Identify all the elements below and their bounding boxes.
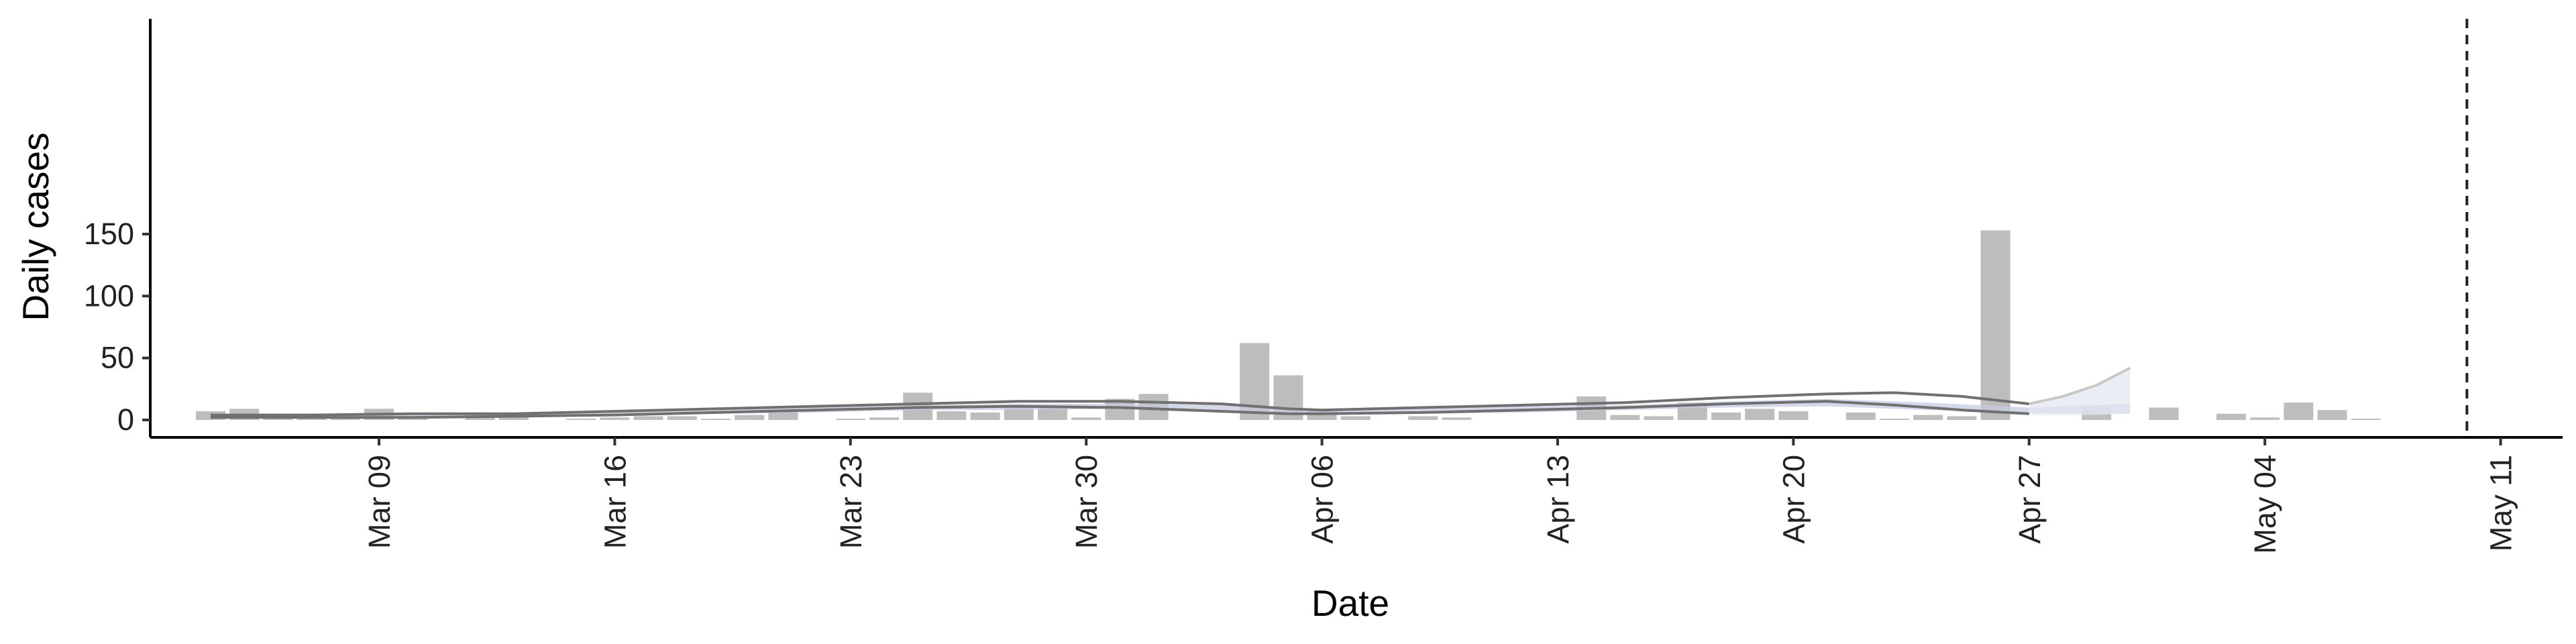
upper-estimate-line bbox=[211, 391, 2030, 417]
bar bbox=[600, 417, 630, 420]
bar bbox=[2284, 402, 2314, 420]
bar bbox=[768, 411, 798, 420]
bar bbox=[1340, 416, 1371, 420]
bar bbox=[936, 411, 967, 420]
bar bbox=[1644, 416, 1674, 420]
bar bbox=[1880, 419, 1909, 420]
x-tick-label: Mar 30 bbox=[1069, 455, 1104, 549]
bar bbox=[735, 415, 765, 420]
bar bbox=[1610, 415, 1640, 420]
bar bbox=[1004, 407, 1034, 420]
bar bbox=[1980, 230, 2010, 420]
bar bbox=[633, 416, 663, 420]
bar bbox=[869, 417, 899, 420]
x-tick-label: Mar 09 bbox=[362, 455, 396, 549]
bar bbox=[1038, 407, 1067, 420]
bar bbox=[1711, 412, 1741, 420]
bar bbox=[835, 419, 865, 420]
y-tick-label: 0 bbox=[117, 402, 134, 437]
y-tick-label: 50 bbox=[101, 341, 134, 375]
x-tick-label: Mar 16 bbox=[598, 455, 632, 549]
bar bbox=[1778, 411, 1809, 420]
bar bbox=[2351, 419, 2381, 420]
x-axis-title: Date bbox=[1311, 582, 1389, 624]
bar bbox=[2216, 413, 2246, 420]
bar bbox=[2149, 407, 2179, 420]
x-tick-label: Apr 13 bbox=[1541, 455, 1575, 544]
x-tick-label: Apr 27 bbox=[2012, 455, 2047, 544]
bar bbox=[1913, 415, 1943, 420]
forecast-line bbox=[2029, 366, 2131, 405]
bar bbox=[970, 412, 1000, 420]
lower-estimate-line bbox=[211, 400, 2029, 419]
bar bbox=[398, 419, 428, 420]
bar bbox=[667, 416, 697, 420]
bar bbox=[1071, 417, 1102, 420]
bar bbox=[1845, 412, 1876, 420]
bar bbox=[2317, 410, 2347, 420]
bar bbox=[1947, 416, 1977, 420]
x-tick-label: Apr 06 bbox=[1305, 455, 1340, 544]
y-axis-title: Daily cases bbox=[15, 132, 56, 321]
bar bbox=[1745, 409, 1775, 420]
bar bbox=[566, 419, 596, 420]
plot-area: 0 50 100 150 Mar 09 Mar 16 Mar 23 Mar 30 Apr 06 A… bbox=[84, 19, 2563, 554]
bar bbox=[1442, 417, 1472, 420]
bar bbox=[2250, 417, 2280, 420]
bar bbox=[330, 419, 360, 420]
y-tick-label: 100 bbox=[84, 278, 134, 313]
x-tick-label: May 11 bbox=[2484, 455, 2518, 551]
x-tick-label: Mar 23 bbox=[834, 455, 868, 549]
bar bbox=[701, 419, 731, 420]
x-tick-label: Apr 20 bbox=[1776, 455, 1811, 544]
y-tick-label: 150 bbox=[84, 217, 134, 251]
x-tick-label: May 04 bbox=[2248, 455, 2282, 554]
bar bbox=[1408, 416, 1438, 420]
